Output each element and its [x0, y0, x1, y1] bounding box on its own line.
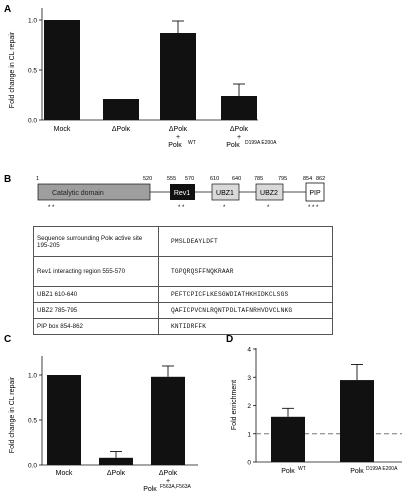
- tick-862: 862: [316, 176, 325, 182]
- chart-c-bar: [99, 457, 133, 465]
- domain-map: Catalytic domain Rev1 UBZ1 UBZ2 PIP 1 52…: [36, 176, 325, 211]
- chart-d-ytick-label: 0: [247, 460, 251, 467]
- domain-catalytic-label: Catalytic domain: [52, 190, 104, 197]
- sequence-cell: TGPQRQSFFNQKRAAR: [158, 256, 333, 287]
- domain-catalytic: [37, 183, 151, 201]
- chart-a-cat-dpolk: ΔPolκ: [112, 126, 131, 133]
- table-row: UBZ2 785-795 QAFICPVCNLRQNTPDLTAFNRHVDVC…: [33, 302, 333, 319]
- domain-rev1: [170, 184, 195, 200]
- tick-640: 640: [232, 176, 241, 182]
- chart-c-ytick-label: 1.0: [28, 373, 37, 380]
- chart-a-cat-mock: Mock: [54, 126, 71, 133]
- sequence-cell: KNTIDRFFK: [158, 318, 333, 335]
- tick-610: 610: [210, 176, 219, 182]
- chart-d-cat-wt-sup: WT: [298, 466, 306, 472]
- chart-d-ytick-label: 3: [247, 375, 251, 382]
- tick-520: 520: [143, 176, 152, 182]
- table-row: Rev1 interacting region 555-570 TGPQRQSF…: [33, 256, 333, 287]
- panel-label-c: C: [4, 334, 11, 345]
- panel-label-b: B: [4, 174, 11, 185]
- mark-catalytic: * *: [48, 205, 55, 211]
- domain-ubz2-label: UBZ2: [260, 190, 278, 197]
- domain-pip: [305, 182, 325, 202]
- chart-a-cat-mut: ΔPolκ: [230, 126, 249, 133]
- chart-a-cat-mut-sub: Polκ: [226, 142, 240, 149]
- chart-a-cat-wt-plus: +: [176, 134, 180, 141]
- chart-a-bar: [103, 99, 139, 120]
- mark-pip: * * *: [308, 205, 319, 211]
- sequence-cell: PEFTCPICFLKESGWDIATHKHIDKCLSGS: [158, 286, 333, 303]
- chart-d-ytick-label: 4: [247, 347, 251, 354]
- table-row: UBZ1 610-640 PEFTCPICFLKESGWDIATHKHIDKCL…: [33, 286, 333, 303]
- chart-c: Fold change in CL repair 0.00.51.0 Mock …: [9, 356, 198, 493]
- domain-ubz2: [255, 183, 284, 201]
- panel-label-a: A: [4, 4, 11, 15]
- chart-c-cat-rescue-sub: Polκ: [143, 486, 157, 493]
- chart-d-ytick-label: 2: [247, 403, 251, 410]
- region-cell: Rev1 interacting region 555-570: [33, 256, 159, 287]
- region-cell: Sequence surrounding Polκ active site 19…: [33, 226, 159, 257]
- table-row: PIP box 854-862 KNTIDRFFK: [33, 318, 333, 335]
- chart-a: Fold change in CL repair 0.00.51.0 Mock …: [9, 8, 277, 149]
- chart-d-bar: [340, 380, 374, 462]
- chart-a-cat-mut-plus: +: [237, 134, 241, 141]
- region-cell: PIP box 854-862: [33, 318, 159, 335]
- chart-a-bar: [44, 20, 80, 120]
- domain-ubz1-label: UBZ1: [216, 190, 234, 197]
- tick-1: 1: [36, 176, 39, 182]
- mark-rev1: * *: [178, 205, 185, 211]
- sequence-cell: PMSLDEAYLDFT: [158, 226, 333, 257]
- tick-795: 795: [278, 176, 287, 182]
- sequence-table: Sequence surrounding Polκ active site 19…: [33, 226, 333, 335]
- tick-570: 570: [185, 176, 194, 182]
- chart-a-ytick-label: 1.0: [28, 18, 37, 25]
- tick-555: 555: [167, 176, 176, 182]
- chart-c-ylabel: Fold change in CL repair: [9, 376, 16, 453]
- region-cell: UBZ2 785-795: [33, 302, 159, 319]
- chart-a-ytick-label: 0.5: [28, 68, 37, 75]
- chart-a-cat-wt-sub: Polκ: [168, 142, 182, 149]
- chart-d-cat-mut: Polκ: [350, 468, 364, 475]
- chart-d-cat-wt: Polκ: [281, 468, 295, 475]
- chart-c-bar: [151, 376, 185, 465]
- chart-c-cat-dpolk: ΔPolκ: [107, 470, 126, 477]
- sequence-cell: QAFICPVCNLRQNTPDLTAFNRHVDVCLNKG: [158, 302, 333, 319]
- chart-a-cat-wt-sup: WT: [188, 140, 196, 146]
- chart-d: Fold enrichment 0 1 2 3 4 Polκ WT Polκ D199A…: [231, 347, 402, 475]
- chart-c-ytick-label: 0.0: [28, 463, 37, 470]
- mark-ubz1: *: [223, 205, 226, 211]
- chart-c-cat-rescue-plus: +: [166, 478, 170, 485]
- domain-pip-label: PIP: [309, 190, 321, 197]
- chart-d-ylabel: Fold enrichment: [231, 380, 238, 430]
- chart-d-bar: [271, 416, 305, 462]
- chart-a-ytick-label: 0.0: [28, 118, 37, 125]
- panel-label-d: D: [226, 334, 233, 345]
- chart-a-bar: [221, 96, 257, 120]
- chart-a-cat-wt: ΔPolκ: [169, 126, 188, 133]
- chart-d-cat-mut-sup: D199A E200A: [366, 466, 398, 472]
- chart-d-ytick-label: 1: [247, 431, 251, 438]
- domain-ubz1: [211, 183, 240, 201]
- region-cell: UBZ1 610-640: [33, 286, 159, 303]
- domain-rev1-label: Rev1: [174, 190, 190, 197]
- table-row: Sequence surrounding Polκ active site 19…: [33, 226, 333, 257]
- chart-c-ytick-label: 0.5: [28, 418, 37, 425]
- chart-a-bar: [160, 33, 196, 120]
- chart-a-ylabel: Fold change in CL repair: [9, 31, 16, 108]
- chart-c-cat-rescue: ΔPolκ: [159, 470, 178, 477]
- chart-a-cat-mut-sup: D199A E200A: [245, 140, 277, 146]
- tick-785: 785: [254, 176, 263, 182]
- chart-c-cat-rescue-sup: F563A,F563A: [160, 484, 192, 490]
- tick-854: 854: [303, 176, 312, 182]
- chart-c-bar: [47, 375, 81, 465]
- chart-c-cat-mock: Mock: [56, 470, 73, 477]
- mark-ubz2: *: [267, 205, 270, 211]
